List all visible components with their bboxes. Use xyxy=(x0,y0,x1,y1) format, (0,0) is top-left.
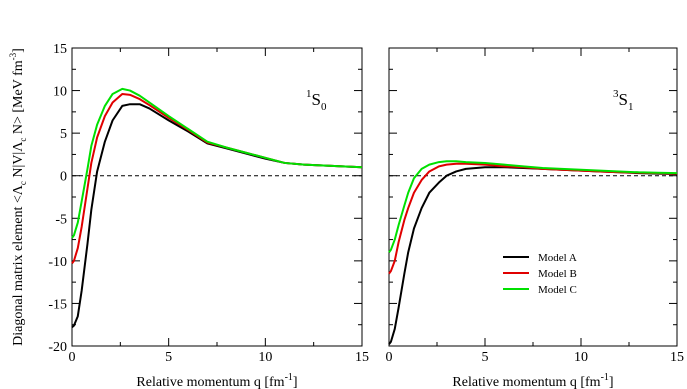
state-label: 3S1 xyxy=(613,88,633,113)
x-tick-label: 10 xyxy=(574,350,588,365)
x-tick-label: 15 xyxy=(670,350,684,365)
legend-label: Model C xyxy=(538,284,577,296)
y-tick-label: 10 xyxy=(53,85,67,100)
legend: Model A Model B Model C xyxy=(503,252,577,296)
series-line-model-a xyxy=(71,103,363,329)
x-tick-label: 0 xyxy=(69,350,76,365)
y-tick-label: -15 xyxy=(48,297,67,312)
series-line-model-b xyxy=(388,162,678,275)
panel-2: 0 5 10 15 3S1 Relative momentum q [fm-1] Model… xyxy=(386,47,684,389)
plot-frame xyxy=(388,47,678,347)
series-line-model-c xyxy=(71,87,363,239)
x-tick-label: 5 xyxy=(165,350,172,365)
y-tick-label: 15 xyxy=(53,42,67,57)
y-tick-label: -20 xyxy=(48,340,67,355)
y-tick-label: -5 xyxy=(55,212,67,227)
state-label: 1S0 xyxy=(306,88,327,113)
series-line-model-a xyxy=(388,166,678,345)
series-line-model-c xyxy=(388,160,678,253)
y-tick-label: -10 xyxy=(48,255,67,270)
legend-label: Model B xyxy=(538,268,577,280)
x-axis-title: Relative momentum q [fm-1] xyxy=(136,372,297,389)
series-line-model-b xyxy=(71,92,363,265)
legend-label: Model A xyxy=(538,252,577,264)
x-tick-label: 15 xyxy=(355,350,369,365)
x-tick-label: 5 xyxy=(482,350,489,365)
panel-1: -20 -15 -10 -5 0 5 10 15 0 5 10 15 1S0 Relative momen… xyxy=(48,42,369,389)
y-tick-label: 0 xyxy=(60,170,67,185)
x-tick-label: 10 xyxy=(258,350,272,365)
x-axis-title: Relative momentum q [fm-1] xyxy=(452,372,613,389)
y-tick-label: 5 xyxy=(60,127,67,142)
x-tick-label: 0 xyxy=(386,350,393,365)
y-axis-title: Diagonal matrix element <Λc N|V|Λc N> [M… xyxy=(8,48,28,346)
